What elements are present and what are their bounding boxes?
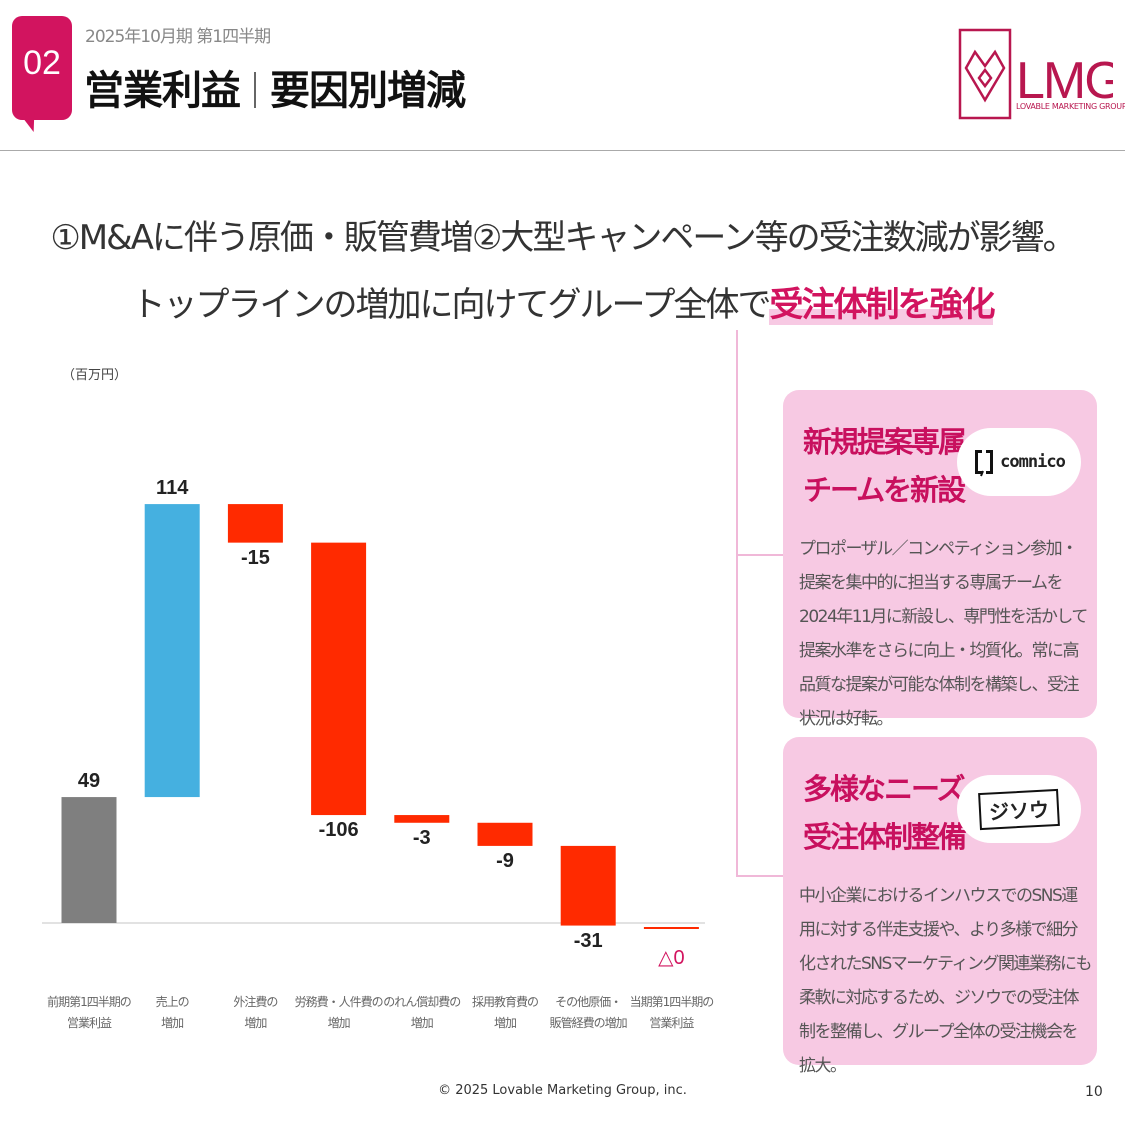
header-divider — [0, 150, 1125, 151]
chart-unit-label: （百万円） — [62, 368, 128, 383]
bar-6 — [477, 822, 533, 846]
section-number: 02 — [23, 44, 61, 82]
waterfall-chart — [42, 504, 705, 929]
headline-line1: ①M&Aに伴う原価・販管費増②大型キャンペーン等の受注数減が影響。 — [50, 218, 1076, 258]
connector-card1 — [736, 554, 784, 556]
data-label-6: -9 — [496, 849, 514, 872]
bar-5 — [394, 815, 450, 823]
headline-line2: トップラインの増加に向けてグループ全体で受注体制を強化 — [0, 277, 1125, 326]
headline-emphasis: 受注体制を強化 — [769, 285, 995, 325]
data-label-8: △0 — [658, 947, 685, 969]
bar-7 — [560, 845, 616, 926]
data-label-2: 114 — [156, 477, 189, 500]
bar-8 — [643, 927, 699, 929]
card-title-line1: 新規提案専属 — [803, 425, 967, 459]
data-label-3: -15 — [240, 546, 270, 569]
svg-text:LMG: LMG — [1016, 52, 1113, 110]
title-right: 要因別増減 — [270, 68, 466, 114]
bar-3 — [227, 504, 283, 543]
comnico-mark-icon — [975, 450, 994, 477]
category-label-7: その他原価・ 販管経費の増加 — [549, 995, 628, 1030]
comnico-logo-text: comnico — [1000, 452, 1066, 472]
data-label-4: -106 — [318, 819, 359, 842]
title-separator — [254, 72, 256, 108]
card-title-line2: 受注体制整備 — [803, 820, 967, 854]
card-title: 新規提案専属 チームを新設 — [803, 418, 967, 514]
title-left: 営業利益 — [84, 68, 241, 114]
headline-line2-prefix: トップラインの増加に向けてグループ全体で — [131, 285, 772, 325]
data-label-7: -31 — [573, 929, 603, 952]
connector-vertical — [736, 330, 738, 876]
period-label: 2025年10月期 第1四半期 — [85, 27, 271, 47]
data-label-5: -3 — [412, 826, 431, 849]
card-body: 中小企業におけるインハウスでのSNS運用に対する伴走支援や、より多様で細分化され… — [799, 886, 1092, 1076]
category-label-2: 売上の 増加 — [155, 995, 190, 1030]
bar-1 — [61, 797, 117, 923]
card-body: プロポーザル／コンペティション参加・提案を集中的に担当する専属チームを2024年… — [799, 539, 1088, 729]
category-label-1: 前期第1四半期の 営業利益 — [47, 995, 132, 1030]
category-label-5: のれん償却費の 増加 — [383, 995, 461, 1030]
comnico-logo: comnico — [957, 428, 1081, 496]
bar-4 — [311, 542, 367, 816]
card-diverse-needs: 多様なニーズへの 受注体制整備 ジソウ 中小企業におけるインハウスでのSNS運用に… — [783, 737, 1097, 1076]
card-proposal-team: 新規提案専属 チームを新設 comnico プロポーザル／コンペティション参加・提… — [783, 390, 1097, 729]
section-badge — [12, 16, 72, 120]
logo-subtext: LOVABLE MARKETING GROUP — [1016, 102, 1125, 111]
category-label-4: 労務費・人件費の 増加 — [294, 995, 384, 1030]
connector-card2 — [736, 875, 784, 877]
page-title: 営業利益 要因別増減 — [84, 58, 466, 116]
card-title-line2: チームを新設 — [803, 473, 966, 507]
category-label-3: 外注費の 増加 — [233, 995, 278, 1030]
category-label-8: 当期第1四半期の 営業利益 — [629, 995, 715, 1030]
data-label-1: 49 — [77, 770, 101, 793]
heart-logo-icon: LMG — [958, 28, 1125, 120]
copyright: © 2025 Lovable Marketing Group, inc. — [438, 1083, 687, 1098]
page-number: 10 — [1085, 1084, 1103, 1100]
bar-2 — [144, 504, 200, 798]
jisou-logo: ジソウ — [957, 775, 1081, 843]
lmg-logo: LMG LOVABLE MARKETING GROUP — [958, 28, 1125, 123]
category-label-6: 採用教育費の 増加 — [471, 995, 539, 1030]
jisou-logo-text: ジソウ — [978, 788, 1060, 830]
